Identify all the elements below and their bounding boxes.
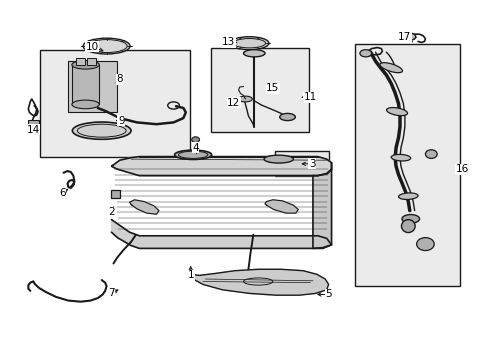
Bar	[211, 48, 308, 132]
Text: 4: 4	[192, 143, 199, 153]
Text: 12: 12	[226, 98, 240, 108]
Text: 17: 17	[397, 32, 411, 42]
Bar	[28, 120, 39, 127]
Ellipse shape	[359, 50, 371, 57]
Text: 8: 8	[116, 74, 123, 84]
Ellipse shape	[83, 38, 130, 54]
Ellipse shape	[390, 154, 410, 161]
Text: 9: 9	[118, 116, 124, 126]
Bar	[111, 190, 120, 198]
Text: 10: 10	[85, 42, 98, 52]
Text: 3: 3	[308, 159, 315, 169]
Ellipse shape	[243, 50, 264, 57]
Ellipse shape	[72, 60, 99, 69]
Bar	[40, 50, 189, 157]
Bar	[76, 58, 84, 65]
Ellipse shape	[72, 100, 99, 109]
Text: 7: 7	[108, 288, 115, 298]
Bar	[87, 58, 96, 65]
Text: 15: 15	[265, 83, 279, 93]
Bar	[68, 61, 117, 112]
Ellipse shape	[416, 238, 433, 251]
Ellipse shape	[229, 37, 268, 50]
Ellipse shape	[191, 137, 199, 143]
Ellipse shape	[401, 220, 414, 233]
Polygon shape	[264, 200, 298, 213]
Ellipse shape	[403, 33, 415, 40]
Ellipse shape	[72, 122, 131, 139]
Polygon shape	[129, 200, 159, 214]
Ellipse shape	[174, 150, 211, 159]
Ellipse shape	[264, 155, 293, 163]
Ellipse shape	[398, 193, 417, 199]
Bar	[72, 65, 99, 104]
Bar	[274, 151, 328, 176]
Text: 11: 11	[303, 92, 316, 102]
Text: 6: 6	[59, 188, 66, 198]
Bar	[354, 44, 459, 286]
Ellipse shape	[280, 159, 296, 168]
Ellipse shape	[425, 150, 436, 158]
Text: 16: 16	[454, 164, 468, 174]
Text: 13: 13	[222, 37, 235, 48]
Text: 14: 14	[26, 125, 40, 135]
Text: 1: 1	[187, 270, 194, 280]
Ellipse shape	[297, 159, 313, 168]
Text: 5: 5	[325, 289, 331, 300]
Polygon shape	[111, 157, 331, 176]
Polygon shape	[111, 220, 331, 248]
Ellipse shape	[379, 63, 402, 73]
Ellipse shape	[238, 96, 252, 102]
Ellipse shape	[279, 113, 295, 121]
Polygon shape	[188, 269, 328, 295]
Text: 2: 2	[108, 207, 115, 217]
Ellipse shape	[401, 215, 419, 223]
Polygon shape	[312, 163, 331, 248]
Ellipse shape	[386, 108, 407, 116]
